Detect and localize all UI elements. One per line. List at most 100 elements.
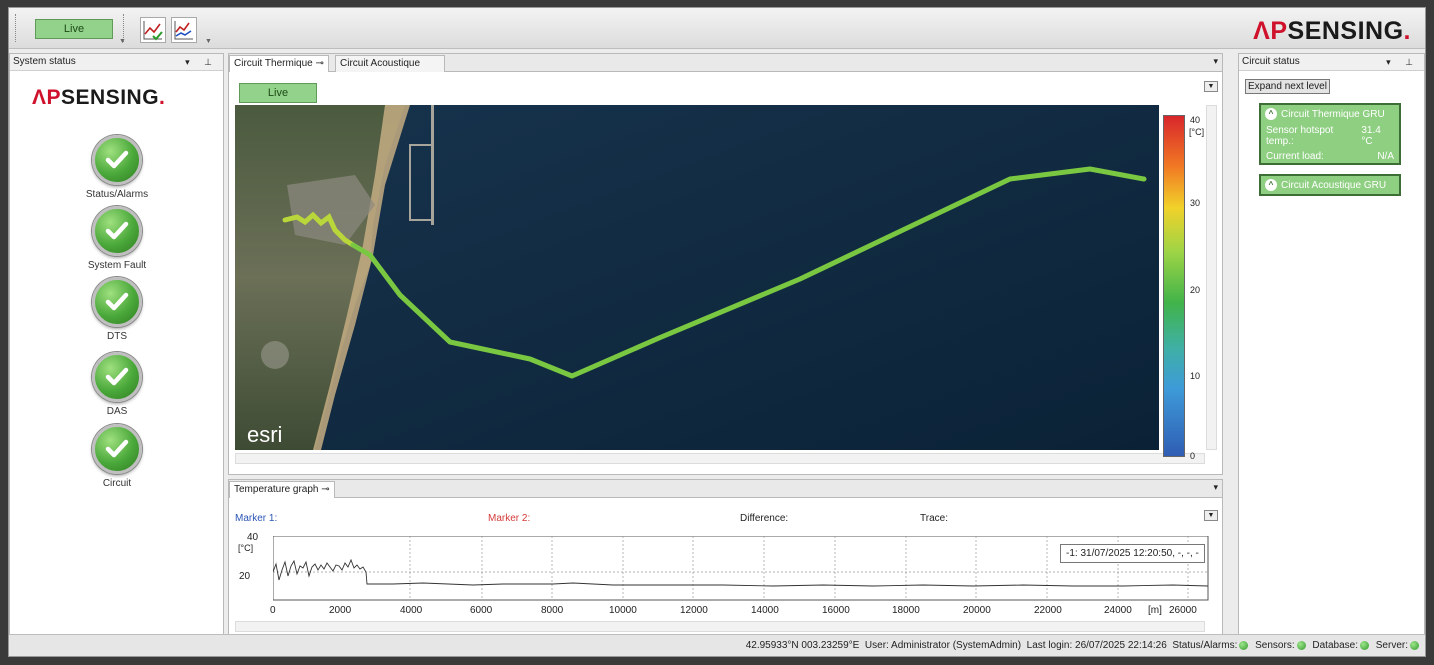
das-indicator[interactable]: DAS — [42, 352, 192, 417]
status-label: DAS — [106, 406, 128, 417]
x-tick: 20000 — [963, 605, 991, 616]
y-unit: [°C] — [238, 543, 254, 553]
chevron-down-icon[interactable]: ▼ — [1204, 81, 1218, 92]
server-label: Server: — [1375, 640, 1408, 651]
chevron-up-icon[interactable]: ^ — [1265, 179, 1277, 191]
tab-circuit-acoustique[interactable]: Circuit Acoustique — [335, 55, 445, 72]
pin-icon[interactable]: ⊸ — [315, 58, 324, 69]
pin-icon[interactable]: ▾ ⊥ — [185, 57, 218, 67]
menu-icon[interactable]: ▾ — [1213, 482, 1218, 492]
toolbar-grip[interactable] — [15, 14, 18, 42]
x-unit: [m] — [1148, 605, 1162, 616]
check-icon — [92, 135, 142, 185]
trace-label: Trace: — [920, 513, 948, 524]
status-label: System Fault — [87, 260, 147, 271]
x-tick: 4000 — [400, 605, 423, 616]
chart-compare-icon[interactable] — [171, 17, 197, 43]
temperature-trace-chart[interactable] — [273, 536, 1209, 601]
status-bar: 42.95933°N 003.23259°E User: Administrat… — [9, 634, 1425, 656]
user-info: User: Administrator (SystemAdmin) — [864, 640, 1022, 651]
marker1-label: Marker 1: — [235, 513, 278, 524]
horizontal-scrollbar[interactable] — [235, 453, 1205, 464]
chevron-down-icon[interactable]: ▼ — [205, 38, 212, 45]
chevron-up-icon[interactable]: ^ — [1265, 108, 1277, 120]
circuit-name: Circuit Thermique GRU — [1281, 108, 1385, 120]
last-login: Last login: 26/07/2025 22:14:26 — [1026, 640, 1167, 651]
gridlines — [273, 536, 1208, 600]
temperature-graph-panel: Temperature graph ⊸ ▾ ▼ Marker 1: Marker… — [228, 479, 1223, 635]
x-tick: 16000 — [822, 605, 850, 616]
circuit-row: Current load: N/A — [1261, 149, 1399, 164]
check-icon — [92, 424, 142, 474]
status-led-icon — [1410, 640, 1419, 650]
system-fault-indicator[interactable]: System Fault — [42, 206, 192, 271]
expand-next-level-button[interactable]: Expand next level — [1245, 79, 1330, 94]
colorbar-tick: 30 — [1190, 198, 1201, 208]
hotspot-segment[interactable] — [282, 211, 356, 248]
app-window: Live ▼ ▼ ΛPSENSING. System status ▾ ⊥ ΛP… — [8, 7, 1426, 657]
circuit-card-header[interactable]: ^ Circuit Acoustique GRU — [1261, 176, 1399, 194]
colorbar-unit: [°C] — [1189, 127, 1205, 137]
satellite-map[interactable]: esri — [235, 105, 1159, 450]
circuit-card[interactable]: ^ Circuit Acoustique GRU — [1259, 174, 1401, 196]
x-axis-ticks: 0 2000 4000 6000 8000 10000 12000 14000 … — [229, 605, 1224, 619]
temperature-colorbar: 40 [°C] 30 20 10 0 — [1163, 115, 1211, 465]
x-tick: 12000 — [680, 605, 708, 616]
colorbar-gradient — [1163, 115, 1185, 457]
status-led-icon — [1296, 640, 1306, 650]
check-icon — [92, 352, 142, 402]
status-led-icon — [1359, 640, 1369, 650]
harbor-breakwater — [431, 105, 434, 225]
coordinates-readout: 42.95933°N 003.23259°E — [745, 640, 860, 651]
town-area — [287, 175, 375, 245]
panel-header: Circuit status ▾ ⊥ — [1239, 54, 1424, 71]
row-key: Current load: — [1266, 151, 1324, 162]
panel-header: System status ▾ ⊥ — [10, 54, 223, 71]
menu-icon[interactable]: ▾ — [1213, 56, 1218, 66]
dts-indicator[interactable]: DTS — [42, 277, 192, 342]
check-icon — [92, 277, 142, 327]
map-layer: esri — [235, 105, 1159, 450]
trend-chart-icon[interactable] — [140, 17, 166, 43]
toolbar-grip[interactable] — [123, 14, 126, 42]
y-tick: 40 — [247, 532, 259, 543]
row-value: N/A — [1377, 151, 1394, 162]
circuit-card-header[interactable]: ^ Circuit Thermique GRU — [1261, 105, 1399, 123]
x-tick: 10000 — [609, 605, 637, 616]
circuit-card[interactable]: ^ Circuit Thermique GRU Sensor hotspot t… — [1259, 103, 1401, 165]
tab-circuit-thermique[interactable]: Circuit Thermique ⊸ — [229, 55, 329, 72]
x-tick: 24000 — [1104, 605, 1132, 616]
vertical-scrollbar[interactable] — [1206, 105, 1217, 450]
colorbar-tick: 10 — [1190, 371, 1201, 381]
live-button[interactable]: Live — [35, 19, 113, 39]
pin-icon[interactable]: ⊸ — [321, 484, 330, 495]
x-tick: 18000 — [892, 605, 920, 616]
map-live-button[interactable]: Live — [239, 83, 317, 103]
field-area — [261, 341, 289, 369]
x-tick: 6000 — [470, 605, 493, 616]
apsensing-logo: ΛPSENSING. — [1253, 17, 1411, 45]
panel-title: System status — [13, 56, 76, 67]
horizontal-scrollbar[interactable] — [235, 621, 1205, 632]
map-panel: Circuit Thermique ⊸ Circuit Acoustique ▾… — [228, 53, 1223, 475]
database-label: Database: — [1312, 640, 1358, 651]
colorbar-tick: 40 — [1190, 115, 1201, 125]
status-label: Status/Alarms — [85, 189, 149, 200]
circuit-indicator[interactable]: Circuit — [42, 424, 192, 489]
chevron-down-icon[interactable]: ▼ — [1204, 510, 1218, 521]
row-key: Sensor hotspot temp.: — [1266, 125, 1334, 147]
x-tick: 2000 — [329, 605, 352, 616]
tab-bar: Temperature graph ⊸ ▾ — [229, 480, 1222, 498]
pin-icon[interactable]: ▾ ⊥ — [1386, 57, 1419, 67]
chevron-down-icon[interactable]: ▼ — [119, 38, 126, 45]
panel-title: Circuit status — [1242, 56, 1300, 67]
circuit-status-panel: Circuit status ▾ ⊥ Expand next level ^ C… — [1238, 53, 1425, 635]
status-alarms-indicator[interactable]: Status/Alarms — [42, 135, 192, 200]
status-led-icon — [1239, 640, 1249, 650]
x-tick: 14000 — [751, 605, 779, 616]
x-tick: 22000 — [1034, 605, 1062, 616]
tab-temperature-graph[interactable]: Temperature graph ⊸ — [229, 481, 335, 498]
status-alarms-label: Status/Alarms: — [1172, 640, 1238, 651]
cable-route[interactable] — [350, 166, 1147, 379]
main-toolbar: Live ▼ ▼ ΛPSENSING. — [9, 8, 1425, 49]
